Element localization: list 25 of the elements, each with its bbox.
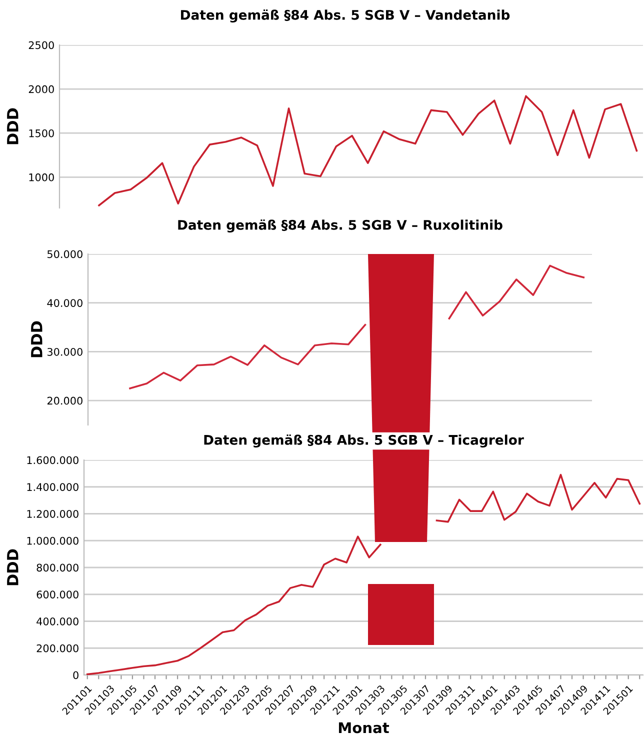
y-tick-label: 30.000 xyxy=(47,348,82,356)
y-tick-label: 1500 xyxy=(29,129,54,138)
y-tick-label: 50.000 xyxy=(47,250,82,258)
y-tick-label: 40.000 xyxy=(47,299,82,307)
y-tick-label: 1.400.000 xyxy=(27,483,78,491)
y-tick-label: 600.000 xyxy=(36,590,78,598)
line-series xyxy=(98,95,638,206)
y-tick-label: 1000 xyxy=(29,173,54,182)
chart-title: Daten gemäß §84 Abs. 5 SGB V – Ticagrelor xyxy=(204,434,524,448)
x-axis-title: Monat xyxy=(338,722,390,734)
y-tick-label: 0 xyxy=(73,671,78,680)
y-axis-title: DDD xyxy=(7,108,18,144)
y-tick-label: 1.000.000 xyxy=(27,536,78,545)
y-tick-label: 400.000 xyxy=(36,617,78,626)
y-axis-title: DDD xyxy=(31,321,42,358)
y-tick-label: 1.600.000 xyxy=(27,456,78,464)
y-tick-label: 800.000 xyxy=(36,564,78,572)
chart-title: Daten gemäß §84 Abs. 5 SGB V – Ruxolitinib xyxy=(178,219,502,233)
y-tick-label: 1.200.000 xyxy=(27,510,78,518)
y-axis-title: DDD xyxy=(7,549,18,586)
y-tick-label: 2000 xyxy=(28,85,54,94)
chart-title: Daten gemäß §84 Abs. 5 SGB V – Vandetanib xyxy=(181,9,510,23)
y-tick-label: 2500 xyxy=(28,41,54,50)
y-tick-label: 200.000 xyxy=(36,644,78,652)
y-tick-label: 20.000 xyxy=(47,396,82,405)
